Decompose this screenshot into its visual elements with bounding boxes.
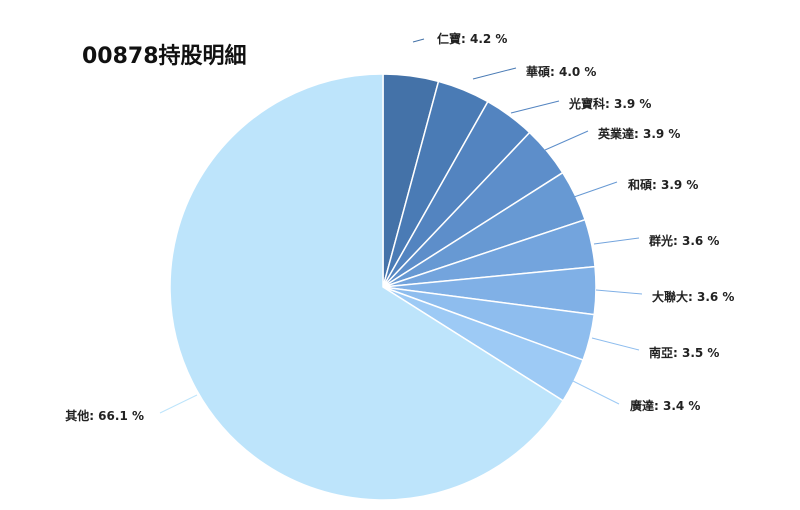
leader-line-2 <box>472 67 517 80</box>
leader-line-8 <box>591 337 640 351</box>
leader-line-7 <box>595 289 643 295</box>
leader-line-9 <box>572 380 620 405</box>
slice-label-8: 南亞: 3.5 % <box>649 345 719 360</box>
slice-label-10: 其他: 66.1 % <box>65 408 144 423</box>
slice-label-5: 和碩: 3.9 % <box>627 177 698 192</box>
slice-label-1: 仁寶: 4.2 % <box>437 31 507 46</box>
leader-line-10 <box>159 394 198 414</box>
slice-label-7: 大聯大: 3.6 % <box>652 289 734 304</box>
chart-title: 00878持股明細 <box>82 44 247 69</box>
leader-line-6 <box>593 237 640 245</box>
leader-line-4 <box>544 130 589 151</box>
leader-line-3 <box>510 100 560 114</box>
slice-label-3: 光寶科: 3.9 % <box>568 96 651 111</box>
slice-label-2: 華碩: 4.0 % <box>526 64 596 79</box>
leader-line-1 <box>412 38 425 43</box>
pie-slice-10[interactable] <box>169 73 564 501</box>
slice-label-4: 英業達: 3.9 % <box>598 126 680 141</box>
leader-line-5 <box>573 181 618 198</box>
slice-label-6: 群光: 3.6 % <box>648 233 719 248</box>
slice-label-9: 廣達: 3.4 % <box>630 398 700 413</box>
